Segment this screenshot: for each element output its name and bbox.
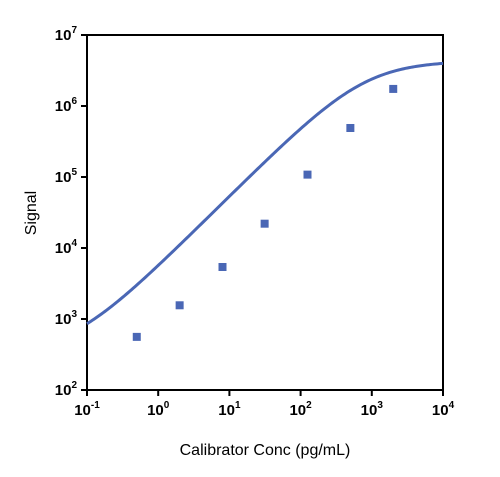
data-point — [132, 332, 141, 341]
x-tick-base: 10 — [432, 402, 449, 419]
y-tick-label: 105 — [55, 167, 78, 186]
y-tick-exponent: 4 — [71, 238, 77, 249]
x-tick-exponent: 3 — [377, 400, 383, 411]
y-tick-base: 10 — [55, 382, 72, 399]
y-tick-exponent: 3 — [71, 309, 77, 320]
y-tick-base: 10 — [55, 98, 72, 115]
data-point — [389, 84, 398, 93]
x-tick-base: 10 — [218, 402, 235, 419]
fit-curve-line — [86, 61, 444, 326]
data-point — [175, 301, 184, 310]
data-point — [218, 263, 227, 272]
y-tick-exponent: 5 — [71, 167, 77, 178]
y-tick-base: 10 — [55, 27, 72, 44]
y-tick-label: 106 — [55, 96, 78, 115]
y-tick-base: 10 — [55, 311, 72, 328]
x-axis-label: Calibrator Conc (pg/mL) — [180, 442, 351, 459]
x-tick-exponent: 4 — [449, 400, 455, 411]
y-tick-base: 10 — [55, 169, 72, 186]
y-tick-label: 103 — [55, 309, 78, 328]
x-tick-label: 101 — [218, 400, 241, 419]
y-tick-exponent: 2 — [71, 380, 77, 391]
data-point — [346, 123, 355, 132]
x-tick-label: 104 — [432, 400, 455, 419]
y-tick-base: 10 — [55, 240, 72, 257]
x-tick-base: 10 — [74, 402, 91, 419]
x-tick-exponent: 1 — [235, 400, 241, 411]
x-tick-label: 103 — [361, 400, 384, 419]
plot-frame — [86, 34, 444, 391]
x-tick-exponent: -1 — [91, 400, 100, 411]
y-tick-label: 102 — [55, 380, 78, 399]
y-axis-label: Signal — [23, 191, 40, 235]
y-tick-label: 107 — [55, 25, 78, 44]
x-tick-label: 10-1 — [74, 400, 100, 419]
x-tick-exponent: 2 — [306, 400, 312, 411]
data-point — [260, 219, 269, 228]
data-point — [303, 170, 312, 179]
x-tick-label: 100 — [147, 400, 170, 419]
y-tick-exponent: 6 — [71, 96, 77, 107]
x-tick-base: 10 — [147, 402, 164, 419]
x-axis: 10-1 100 101 102 103 104 — [74, 390, 455, 419]
y-tick-exponent: 7 — [71, 25, 77, 36]
x-tick-base: 10 — [289, 402, 306, 419]
x-tick-base: 10 — [361, 402, 378, 419]
x-tick-label: 102 — [289, 400, 312, 419]
y-tick-label: 104 — [55, 238, 78, 257]
x-tick-exponent: 0 — [164, 400, 170, 411]
data-points — [132, 84, 398, 341]
